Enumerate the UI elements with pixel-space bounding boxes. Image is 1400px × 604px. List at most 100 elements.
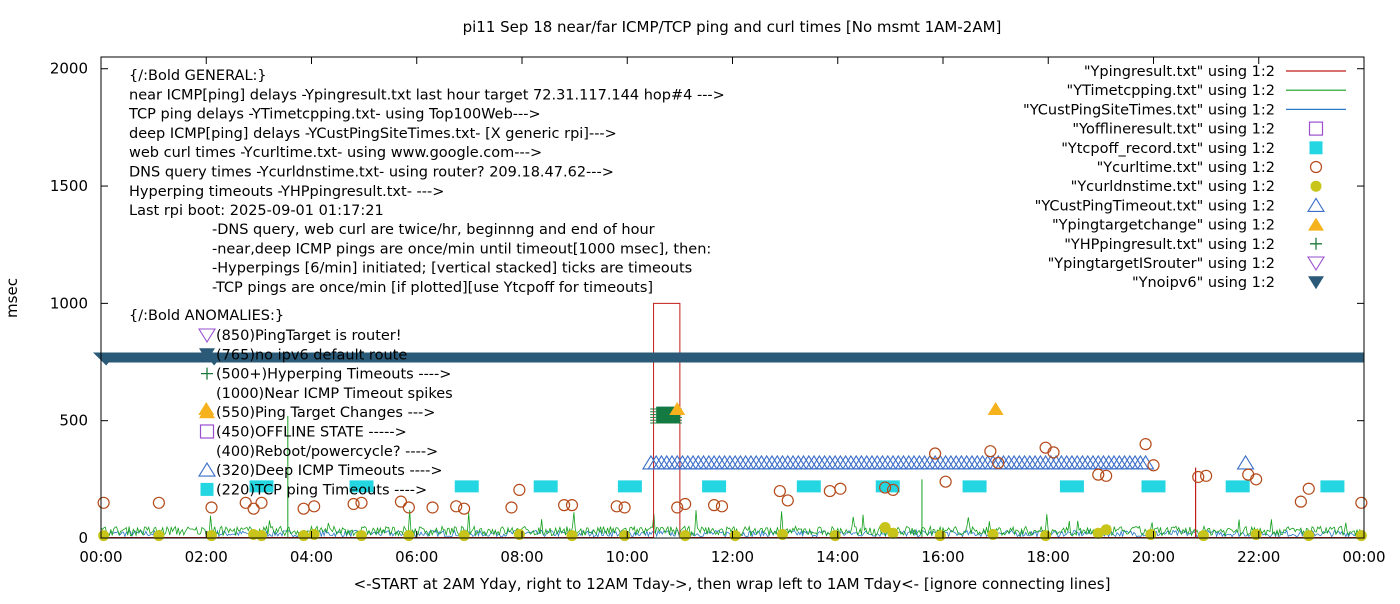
- deep-icmp-timeout: [662, 454, 681, 470]
- note-line: Hyperping timeouts -YHPpingresult.txt- -…: [129, 184, 444, 200]
- deep-icmp-timeout: [1026, 454, 1045, 470]
- deep-icmp-timeout: [973, 454, 992, 470]
- curl-time-point: [152, 496, 165, 509]
- deep-icmp-timeout: [1136, 454, 1155, 470]
- deep-icmp-timeout: [1068, 454, 1087, 470]
- anomaly-label: (850)PingTarget is router!: [216, 328, 402, 344]
- deep-icmp-timeout: [889, 454, 908, 470]
- note-line: Last rpi boot: 2025-09-01 01:17:21: [129, 203, 384, 219]
- ping-target-change: [669, 401, 686, 415]
- dns-time-point: [256, 530, 268, 542]
- dns-time-point: [566, 530, 578, 542]
- curl-time-point: [426, 501, 439, 514]
- deep-icmp-timeout: [815, 454, 834, 470]
- deep-icmp-timeout: [1005, 454, 1024, 470]
- curl-time-point: [450, 500, 463, 513]
- deep-icmp-timeout: [715, 454, 734, 470]
- legend: "Ypingresult.txt" using 1:2 "YTimetcpping…: [1023, 64, 1346, 291]
- tcp-timeout: [796, 480, 821, 493]
- curl-time-point: [886, 483, 900, 496]
- curl-time-point: [1100, 469, 1113, 482]
- curl-time-point: [239, 496, 252, 509]
- deep-icmp-timeout: [836, 454, 855, 470]
- x-tick-label: 08:00: [500, 548, 543, 566]
- legend-marker: [1308, 217, 1324, 231]
- deep-icmp-timeout: [841, 454, 860, 470]
- deep-icmp-timeout: [878, 454, 897, 470]
- deep-icmp-timeout: [1094, 454, 1113, 470]
- dns-time-point: [829, 530, 841, 542]
- deep-icmp-timeout: [905, 454, 924, 470]
- curl-time-point: [1147, 459, 1160, 472]
- dns-time-point: [355, 530, 367, 542]
- dns-time-point: [887, 527, 899, 539]
- deep-icmp-timeout: [947, 454, 966, 470]
- anomaly-marker: [199, 405, 215, 419]
- deep-icmp-timeout: [678, 454, 697, 470]
- deep-icmp-timeout: [778, 454, 797, 470]
- x-tick-label: 00:00: [79, 548, 122, 566]
- note-detail-line: -near,deep ICMP pings are once/min until…: [212, 241, 711, 257]
- dns-time-point: [934, 530, 946, 542]
- deep-icmp-timeout: [920, 454, 939, 470]
- ipv6-band: [106, 352, 1365, 363]
- curl-time-point: [255, 496, 268, 509]
- deep-icmp-timeout: [931, 454, 950, 470]
- y-tick-label: 0: [78, 529, 88, 547]
- deep-icmp-timeout: [773, 454, 792, 470]
- deep-icmp-timeout: [731, 454, 750, 470]
- deep-icmp-timeout: [884, 454, 902, 470]
- note-line: deep ICMP[ping] delays -YCustPingSiteTim…: [129, 126, 617, 142]
- deep-icmp-timeout: [1057, 454, 1076, 470]
- curl-time-point: [781, 494, 794, 507]
- tcp-timeout: [702, 480, 727, 493]
- curl-time-point: [1139, 438, 1152, 451]
- curl-time-point: [834, 482, 847, 495]
- legend-marker: [1307, 197, 1325, 212]
- deep-icmp-timeout: [1115, 454, 1134, 470]
- deep-icmp-timeout: [957, 454, 976, 470]
- deep-icmp-timeout: [768, 454, 787, 470]
- curl-time-point: [879, 481, 892, 494]
- deep-icmp-timeout: [862, 454, 881, 470]
- deep-icmp-timeout: [962, 454, 981, 470]
- dns-time-point: [1100, 524, 1112, 536]
- anomaly-marker: [201, 367, 213, 380]
- curl-time-point: [308, 500, 321, 513]
- legend-marker: [1309, 160, 1323, 174]
- deep-icmp-timeout: [794, 454, 813, 470]
- tcp-timeout: [249, 480, 274, 493]
- deep-icmp-timeout: [852, 454, 871, 470]
- y-tick-label: 500: [59, 412, 88, 430]
- legend-marker: [1310, 180, 1322, 192]
- legend-marker: [1310, 237, 1322, 250]
- deep-icmp-timeout: [657, 454, 676, 470]
- note-line: {/:Bold GENERAL:}: [129, 68, 267, 84]
- deep-icmp-timeout: [699, 454, 718, 470]
- curl-time-point: [347, 497, 360, 511]
- deep-icmp-timeout: [1236, 454, 1255, 470]
- curl-time-point: [247, 502, 260, 515]
- curl-time-point: [1092, 468, 1105, 481]
- deep-icmp-timeout: [826, 454, 845, 470]
- deep-icmp-timeout: [805, 454, 824, 470]
- dns-time-point: [1040, 530, 1052, 542]
- deep-icmp-timeout: [684, 454, 703, 470]
- anomalies-header: {/:Bold ANOMALIES:}: [129, 308, 284, 324]
- legend-label: "Ycurldnstime.txt" using 1:2: [1071, 179, 1275, 195]
- note-line: DNS query times -Ycurldnstime.txt- using…: [129, 165, 614, 181]
- deep-icmp-timeout: [1015, 454, 1034, 470]
- x-tick-label: 02:00: [185, 548, 228, 566]
- anomaly-label: (550)Ping Target Changes --->: [216, 405, 435, 421]
- dns-time-point: [729, 530, 741, 542]
- deep-icmp-timeout: [689, 454, 708, 470]
- dns-time-point: [987, 528, 999, 540]
- curl-time-point: [1355, 496, 1368, 509]
- deep-icmp-timeout: [1010, 454, 1029, 470]
- curl-time-point: [557, 499, 571, 512]
- tcp-timeout: [454, 480, 479, 493]
- curl-time-point: [1294, 495, 1307, 508]
- x-tick-label: 06:00: [395, 548, 438, 566]
- curl-time-point: [1242, 468, 1255, 481]
